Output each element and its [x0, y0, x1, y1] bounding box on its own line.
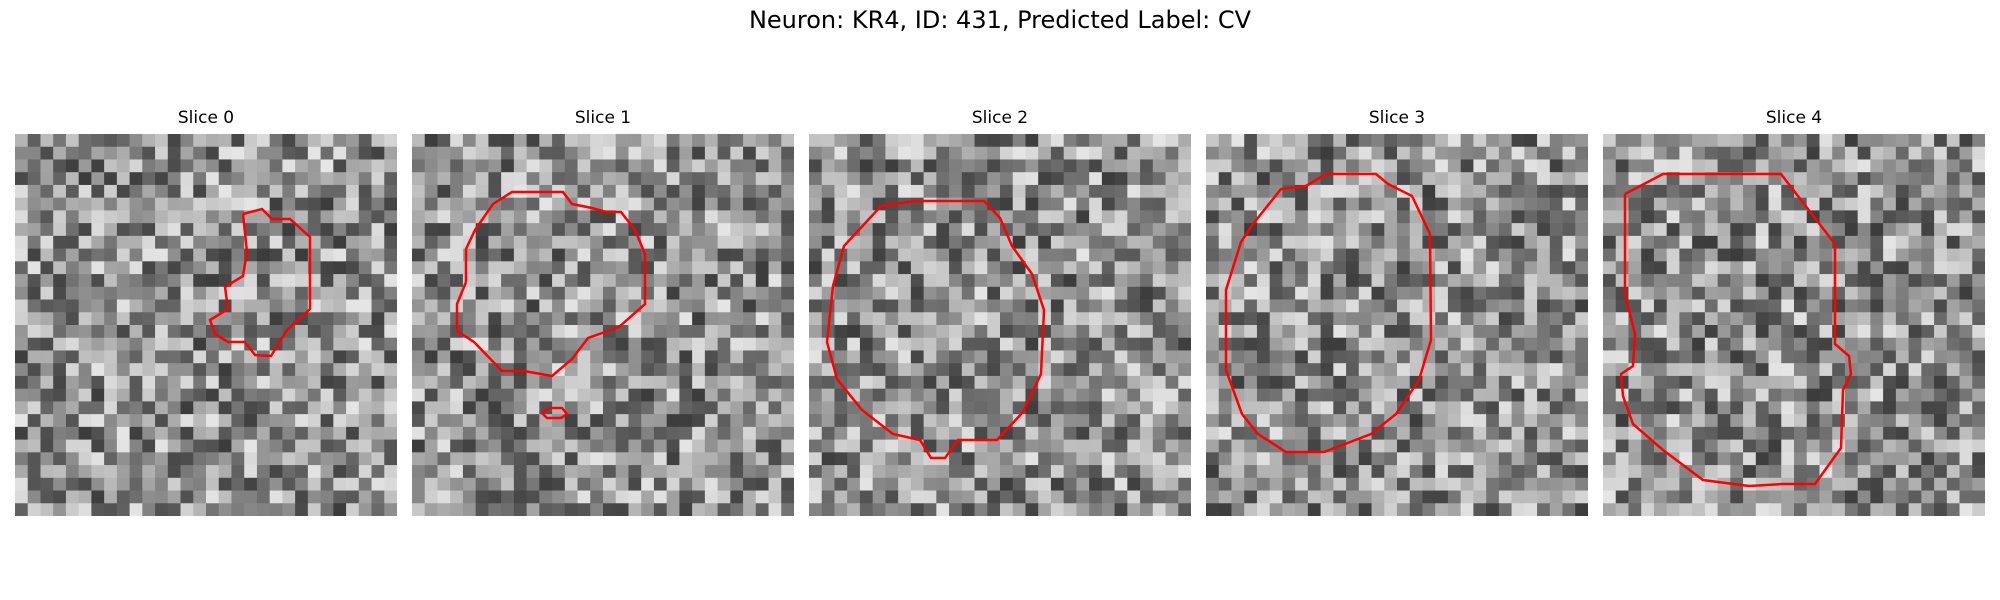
slice-panel-4: [1603, 134, 1985, 516]
slice-panel-1: [412, 134, 794, 516]
slice-texture-2: [809, 134, 1191, 516]
slice-title-1: Slice 1: [574, 108, 632, 128]
slice-title-3: Slice 3: [1368, 108, 1426, 128]
slice-panel-0: [15, 134, 397, 516]
figure-title: Neuron: KR4, ID: 431, Predicted Label: C…: [748, 6, 1252, 34]
roi-contour-2: [825, 199, 1046, 460]
slice-title-0: Slice 0: [177, 108, 235, 128]
slice-title-4: Slice 4: [1765, 108, 1823, 128]
slice-texture-0: [15, 134, 397, 516]
roi-contour-1: [455, 190, 647, 378]
roi-contour-1b: [540, 406, 569, 420]
slice-texture-3: [1206, 134, 1588, 516]
roi-contour-4: [1619, 172, 1853, 488]
slice-texture-1: [412, 134, 794, 516]
slice-panel-2: [809, 134, 1191, 516]
slice-image-3: [1206, 134, 1588, 516]
slice-texture-4: [1603, 134, 1985, 516]
roi-contour-0: [208, 207, 312, 358]
slice-image-1: [412, 134, 794, 516]
slice-image-4: [1603, 134, 1985, 516]
slice-panel-3: [1206, 134, 1588, 516]
slice-title-2: Slice 2: [971, 108, 1029, 128]
roi-contour-3: [1224, 172, 1433, 454]
slice-image-2: [809, 134, 1191, 516]
slice-image-0: [15, 134, 397, 516]
